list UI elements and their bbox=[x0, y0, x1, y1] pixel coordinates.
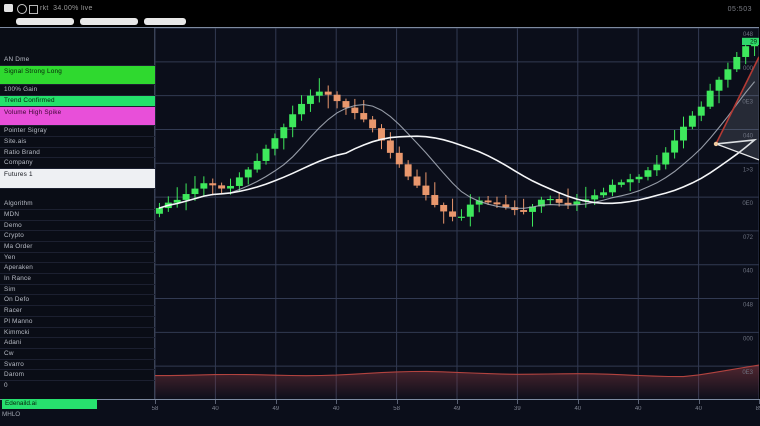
svg-text:000: 000 bbox=[743, 66, 754, 72]
svg-text:0E0: 0E0 bbox=[742, 201, 753, 207]
svg-text:040: 040 bbox=[743, 269, 754, 275]
svg-text:29: 29 bbox=[750, 39, 757, 46]
svg-text:1>3: 1>3 bbox=[743, 167, 754, 173]
svg-text:072: 072 bbox=[743, 235, 754, 241]
svg-text:0E3: 0E3 bbox=[742, 100, 753, 106]
svg-text:048: 048 bbox=[743, 32, 754, 38]
svg-text:040: 040 bbox=[743, 133, 754, 139]
svg-text:0E3: 0E3 bbox=[742, 370, 753, 376]
svg-text:048: 048 bbox=[743, 303, 754, 309]
svg-text:000: 000 bbox=[743, 336, 754, 342]
